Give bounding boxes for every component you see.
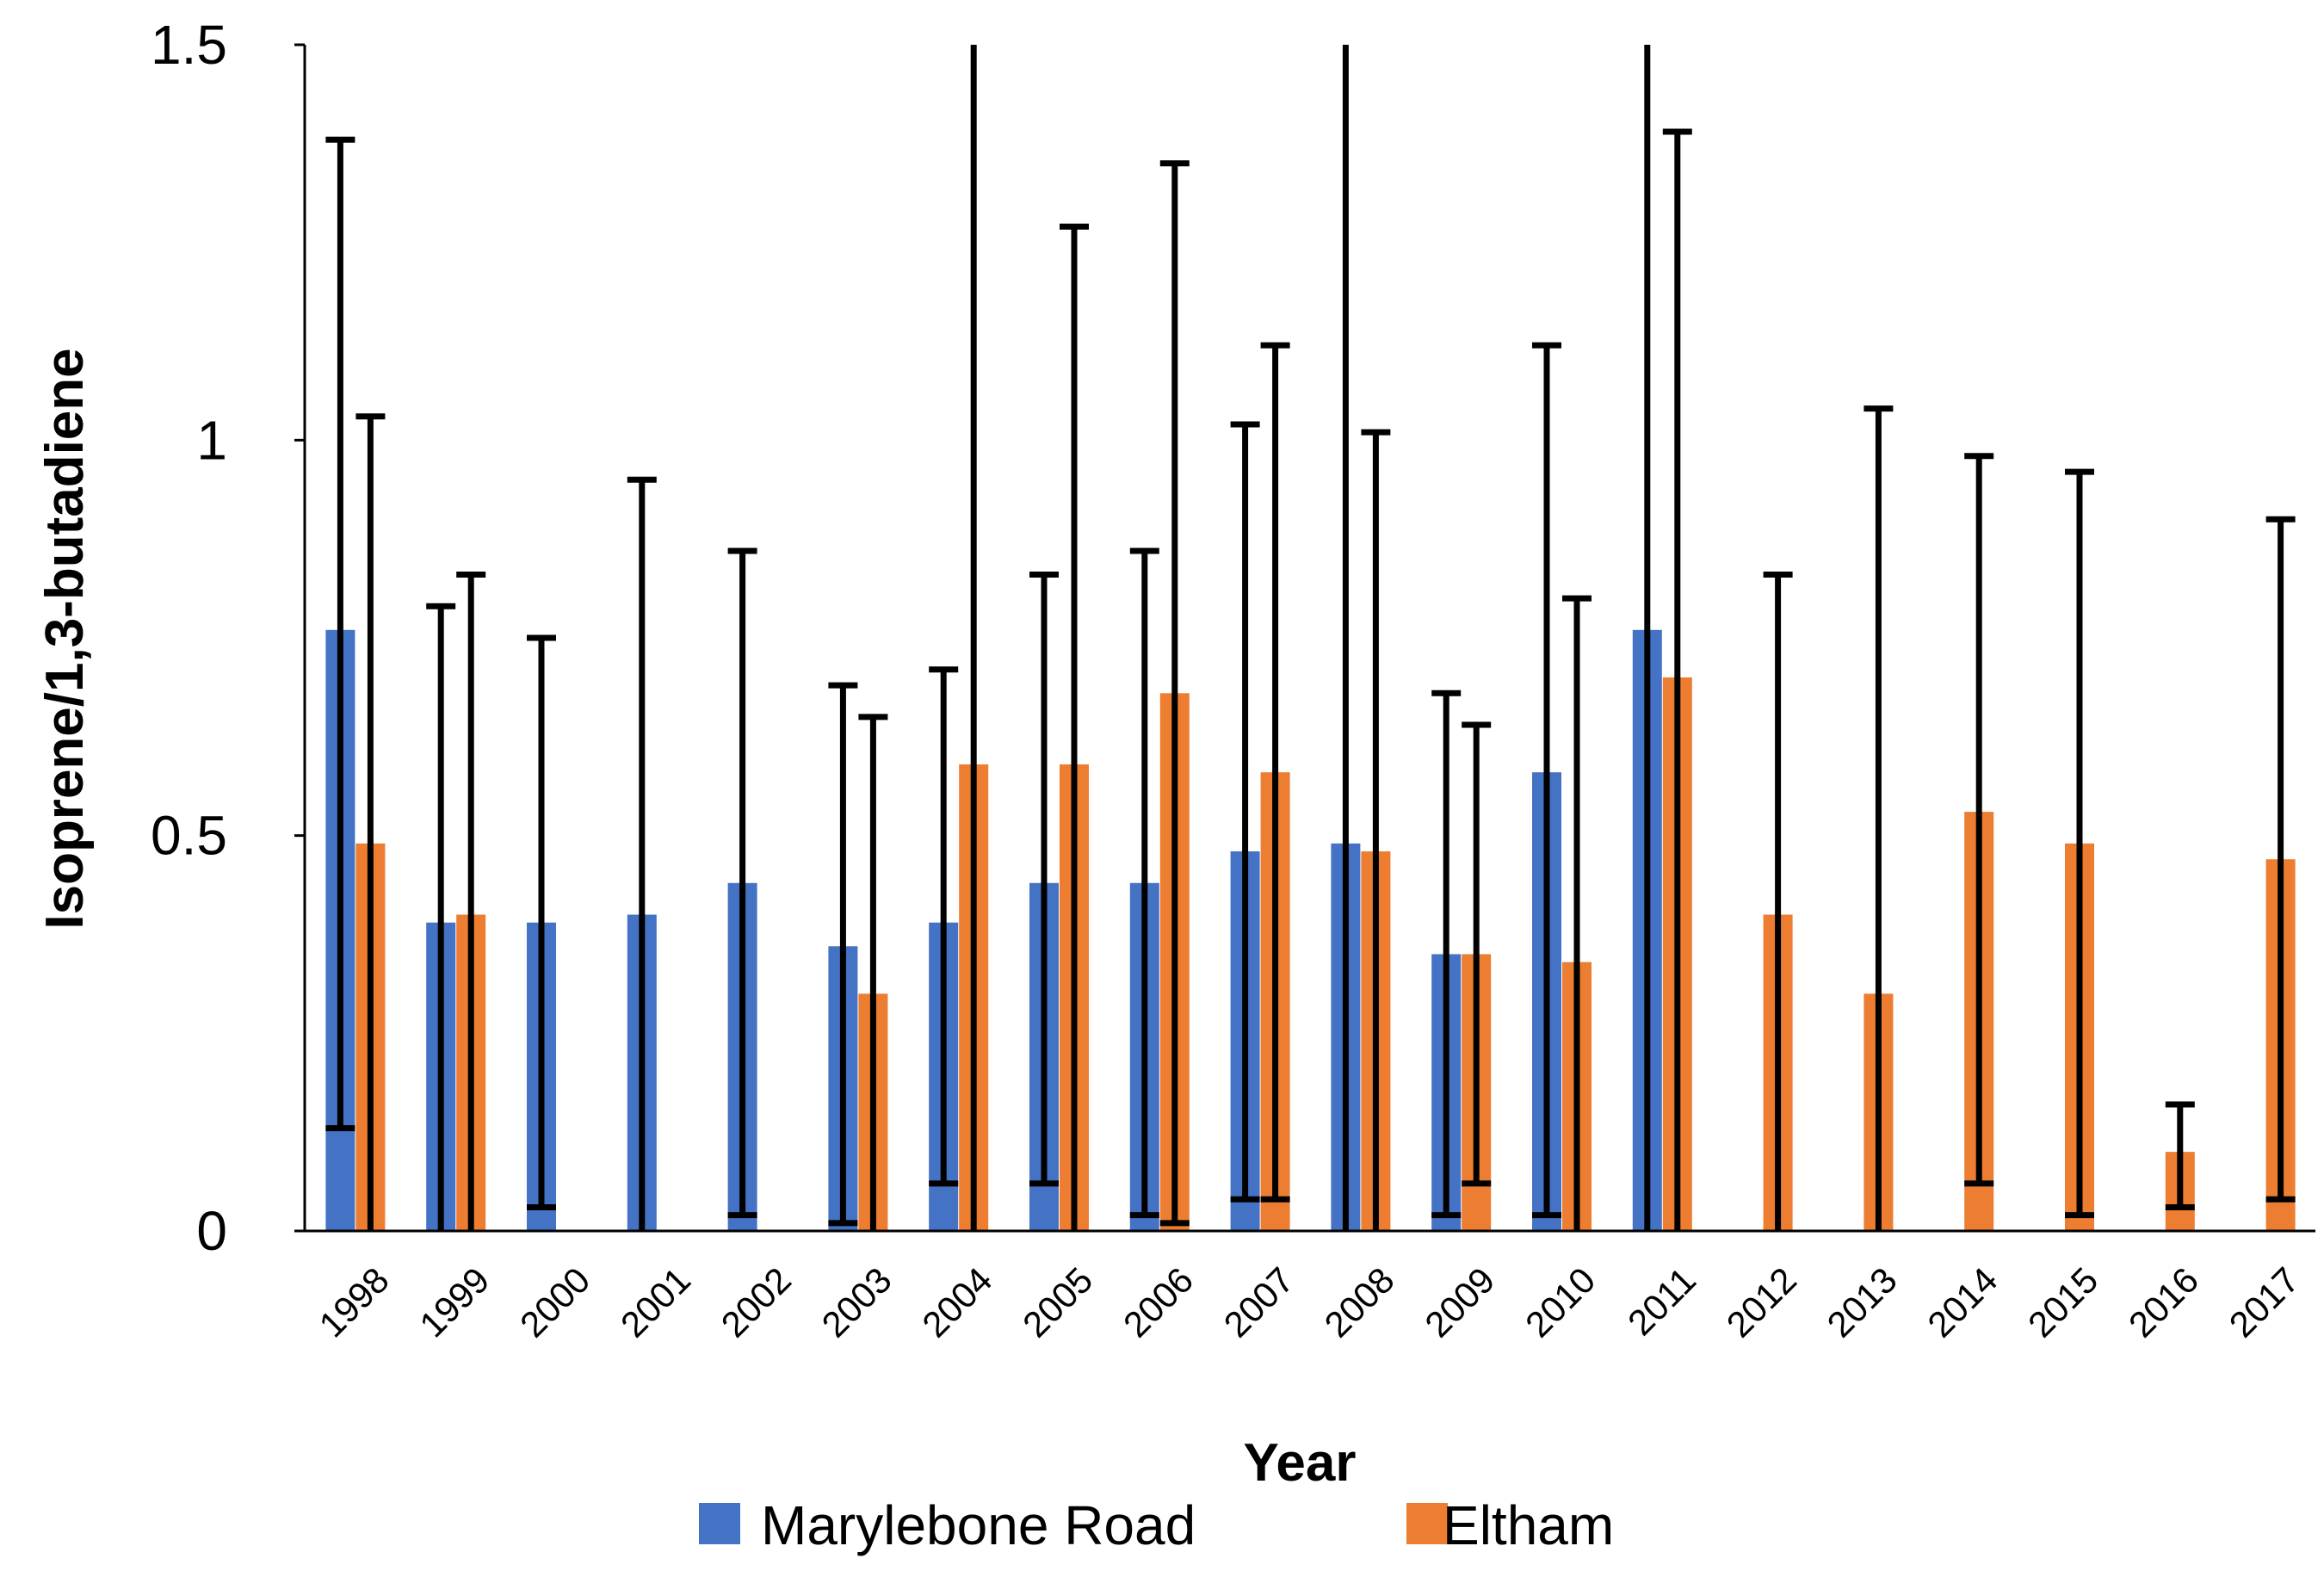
x-tick-label: 2006 — [1116, 1259, 1201, 1345]
x-tick-label: 2014 — [1919, 1259, 2005, 1345]
bars-layer — [325, 629, 2296, 1231]
x-tick-label: 2007 — [1216, 1259, 1301, 1345]
x-axis-title: Year — [1243, 1433, 1356, 1493]
legend: Marylebone Road Eltham — [699, 1494, 1614, 1556]
x-tick-label: 2004 — [914, 1259, 999, 1345]
x-tick-label: 2015 — [2020, 1259, 2105, 1345]
x-tick-label: 2003 — [813, 1259, 899, 1345]
x-tick-label: 2000 — [512, 1259, 597, 1345]
error-bars-layer — [325, 45, 2296, 1231]
x-tick-label: 2005 — [1015, 1259, 1100, 1345]
x-tick-labels: 1998 1999 2000 2001 2002 2003 2004 2005 2006 2007… — [311, 1259, 2307, 1345]
y-tick-label: 0 — [196, 1200, 227, 1262]
y-axis-title: Isoprene/1,3-butadiene — [35, 348, 95, 929]
x-tick-label: 2017 — [2222, 1259, 2307, 1345]
x-tick-label: 2012 — [1719, 1259, 1804, 1345]
x-tick-label: 2016 — [2121, 1259, 2206, 1345]
x-tick-label: 2001 — [613, 1259, 698, 1345]
legend-label-eltham: Eltham — [1443, 1494, 1614, 1556]
legend-swatch-eltham — [1406, 1503, 1448, 1544]
x-tick-label: 2013 — [1819, 1259, 1904, 1345]
x-tick-label: 1999 — [411, 1259, 497, 1345]
y-tick-label: 1.5 — [151, 14, 227, 76]
x-tick-label: 2009 — [1417, 1259, 1502, 1345]
legend-swatch-marylebone-road — [699, 1503, 740, 1544]
legend-label-marylebone-road: Marylebone Road — [761, 1494, 1196, 1556]
x-tick-label: 2011 — [1620, 1259, 1703, 1343]
x-tick-label: 2002 — [714, 1259, 799, 1345]
x-tick-label: 2010 — [1517, 1259, 1603, 1345]
x-tick-label: 1998 — [311, 1259, 396, 1345]
x-tick-label: 2008 — [1316, 1259, 1401, 1345]
y-tick-label: 1 — [196, 409, 227, 471]
y-tick-label: 0.5 — [151, 805, 227, 867]
axes-layer — [294, 43, 2315, 1233]
y-tick-labels: 0 0.5 1 1.5 — [151, 14, 227, 1262]
